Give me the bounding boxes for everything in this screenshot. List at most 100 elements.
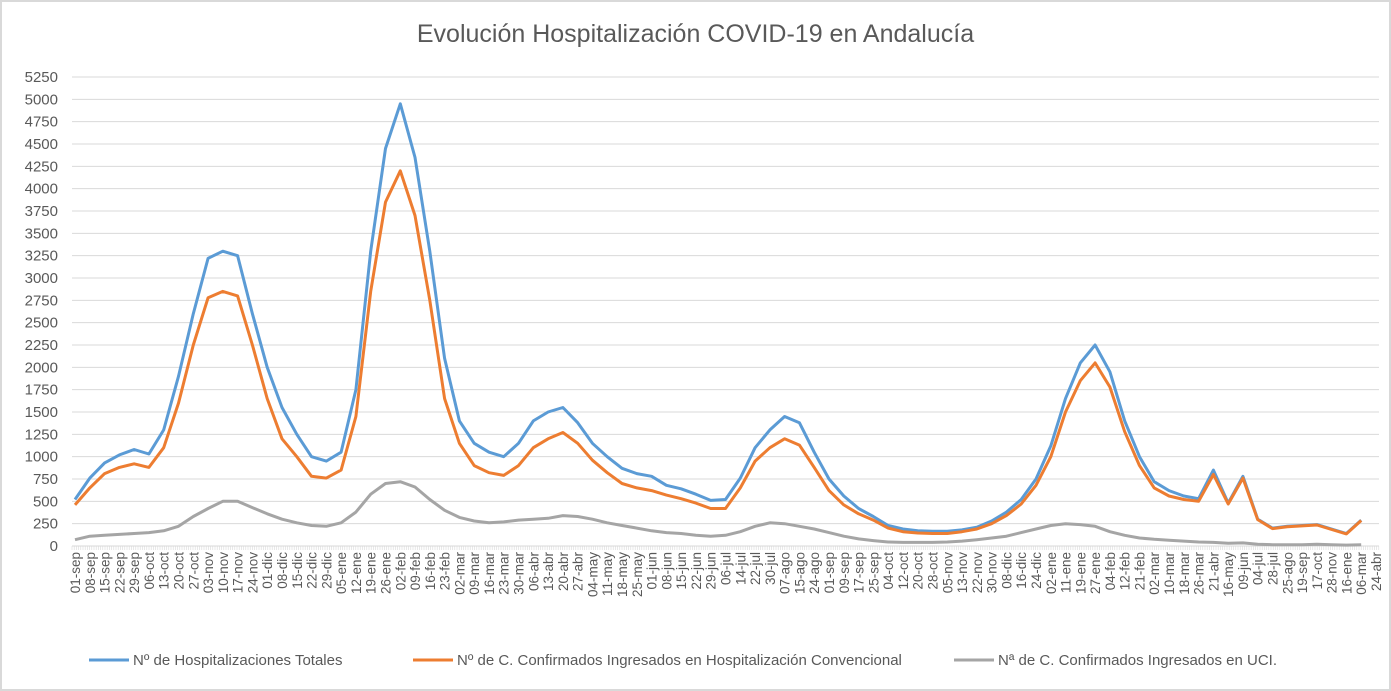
x-tick-label: 01-jun xyxy=(645,552,660,590)
x-tick-label: 08-dic xyxy=(275,552,290,589)
y-tick-label: 4000 xyxy=(25,181,58,198)
x-tick-label: 26-ene xyxy=(378,552,393,594)
x-tick-label: 09-sep xyxy=(837,552,852,593)
x-tick-label: 16-feb xyxy=(423,552,438,590)
x-tick-label: 24-nov xyxy=(245,552,260,594)
x-tick-label: 27-abr xyxy=(571,552,586,592)
x-tick-label: 25-may xyxy=(630,552,645,597)
x-tick-label: 04-oct xyxy=(881,552,896,590)
x-tick-label: 20-oct xyxy=(911,552,926,590)
x-tick-label: 02-mar xyxy=(452,552,467,595)
legend: Nº de Hospitalizaciones Totales Nº de C. … xyxy=(89,652,1277,669)
x-tick-label: 04-may xyxy=(585,552,600,597)
x-tick-label: 09-mar xyxy=(467,552,482,595)
x-tick-label: 19-ene xyxy=(364,552,379,594)
x-tick-label: 22-sep xyxy=(112,552,127,593)
x-tick-label: 24-ago xyxy=(807,552,822,594)
y-tick-label: 4250 xyxy=(25,158,58,175)
y-tick-label: 2250 xyxy=(25,337,58,354)
x-tick-label: 04-feb xyxy=(1103,552,1118,590)
y-tick-label: 750 xyxy=(33,471,58,488)
x-tick-label: 04-jul xyxy=(1251,552,1266,585)
y-axis: 0 250 500 750 1000 1250 1500 1750 2000 2250 2500 27… xyxy=(25,69,58,555)
y-tick-label: 4750 xyxy=(25,114,58,131)
x-tick-label: 02-ene xyxy=(1044,552,1059,594)
x-tick-label: 01-sep xyxy=(68,552,83,593)
x-tick-label: 16-mar xyxy=(482,552,497,595)
x-tick-label: 12-oct xyxy=(896,552,911,590)
x-axis: 01-sep 08-sep 15-sep 22-sep 29-sep 06-oct 13-o… xyxy=(68,545,1384,597)
series-lines xyxy=(73,102,1363,547)
x-tick-label: 24-abr xyxy=(1369,552,1384,592)
legend-label: Nª de C. Confirmados Ingresados en UCI. xyxy=(998,652,1277,669)
y-tick-label: 250 xyxy=(33,516,58,533)
x-tick-label: 19-sep xyxy=(1295,552,1310,593)
series-line-2 xyxy=(74,480,1362,547)
x-tick-label: 06-oct xyxy=(142,552,157,590)
y-tick-label: 5250 xyxy=(25,69,58,86)
x-tick-label: 08-dic xyxy=(999,552,1014,589)
x-tick-label: 23-mar xyxy=(497,552,512,595)
x-tick-label: 30-nov xyxy=(985,552,1000,594)
x-tick-label: 05-ene xyxy=(334,552,349,594)
x-tick-label: 08-sep xyxy=(83,552,98,593)
x-tick-label: 27-oct xyxy=(186,552,201,590)
x-tick-label: 30-jul xyxy=(763,552,778,585)
y-tick-label: 3500 xyxy=(25,225,58,242)
x-tick-label: 13-nov xyxy=(955,552,970,594)
x-tick-label: 20-abr xyxy=(556,552,571,592)
x-tick-label: 25-sep xyxy=(866,552,881,593)
x-tick-label: 01-dic xyxy=(260,552,275,589)
x-tick-label: 19-ene xyxy=(1073,552,1088,594)
y-tick-label: 0 xyxy=(50,538,58,555)
x-tick-label: 22-dic xyxy=(305,552,320,589)
series-line-1 xyxy=(73,169,1363,536)
x-tick-label: 26-mar xyxy=(1192,552,1207,595)
series-line-0 xyxy=(73,102,1363,535)
y-tick-label: 1250 xyxy=(25,426,58,443)
x-tick-label: 22-jul xyxy=(748,552,763,585)
legend-label: Nº de Hospitalizaciones Totales xyxy=(133,652,342,669)
x-tick-label: 17-nov xyxy=(231,552,246,594)
y-tick-label: 3750 xyxy=(25,203,58,220)
x-tick-label: 28-oct xyxy=(925,552,940,590)
x-tick-label: 11-may xyxy=(600,552,615,596)
legend-label: Nº de C. Confirmados Ingresados en Hospi… xyxy=(457,652,902,669)
x-tick-label: 28-jul xyxy=(1266,552,1281,585)
x-tick-label: 08-jun xyxy=(659,552,674,590)
x-tick-label: 10-mar xyxy=(1162,552,1177,595)
x-tick-label: 16-dic xyxy=(1014,552,1029,589)
x-tick-label: 24-dic xyxy=(1029,552,1044,589)
x-tick-label: 16-ene xyxy=(1339,552,1354,594)
x-tick-label: 15-sep xyxy=(98,552,113,593)
x-tick-label: 06-jul xyxy=(719,552,734,585)
x-tick-label: 15-ago xyxy=(792,552,807,594)
x-tick-label: 27-ene xyxy=(1088,552,1103,594)
y-tick-label: 500 xyxy=(33,493,58,510)
x-tick-label: 09-feb xyxy=(408,552,423,590)
x-tick-label: 29-sep xyxy=(127,552,142,593)
x-tick-label: 02-mar xyxy=(1147,552,1162,595)
x-tick-label: 18-mar xyxy=(1177,552,1192,595)
x-tick-label: 13-abr xyxy=(541,552,556,592)
x-tick-label: 20-oct xyxy=(171,552,186,590)
x-tick-label: 29-dic xyxy=(319,552,334,589)
y-tick-label: 2000 xyxy=(25,359,58,376)
x-tick-label: 22-nov xyxy=(970,552,985,594)
x-tick-label: 22-jun xyxy=(689,552,704,590)
x-tick-label: 25-ago xyxy=(1280,552,1295,594)
gridlines xyxy=(72,76,1379,547)
x-tick-label: 03-nov xyxy=(201,552,216,594)
x-tick-label: 01-sep xyxy=(822,552,837,593)
x-tick-label: 23-feb xyxy=(438,552,453,590)
x-tick-label: 17-sep xyxy=(852,552,867,593)
x-tick-label: 09-jun xyxy=(1236,552,1251,590)
chart-title: Evolución Hospitalización COVID-19 en An… xyxy=(416,20,975,48)
y-tick-label: 1500 xyxy=(25,404,58,421)
y-tick-label: 5000 xyxy=(25,91,58,108)
x-tick-label: 21-abr xyxy=(1206,552,1221,592)
x-tick-label: 29-jun xyxy=(704,552,719,590)
y-tick-label: 3250 xyxy=(25,248,58,265)
x-tick-label: 11-ene xyxy=(1059,552,1074,593)
